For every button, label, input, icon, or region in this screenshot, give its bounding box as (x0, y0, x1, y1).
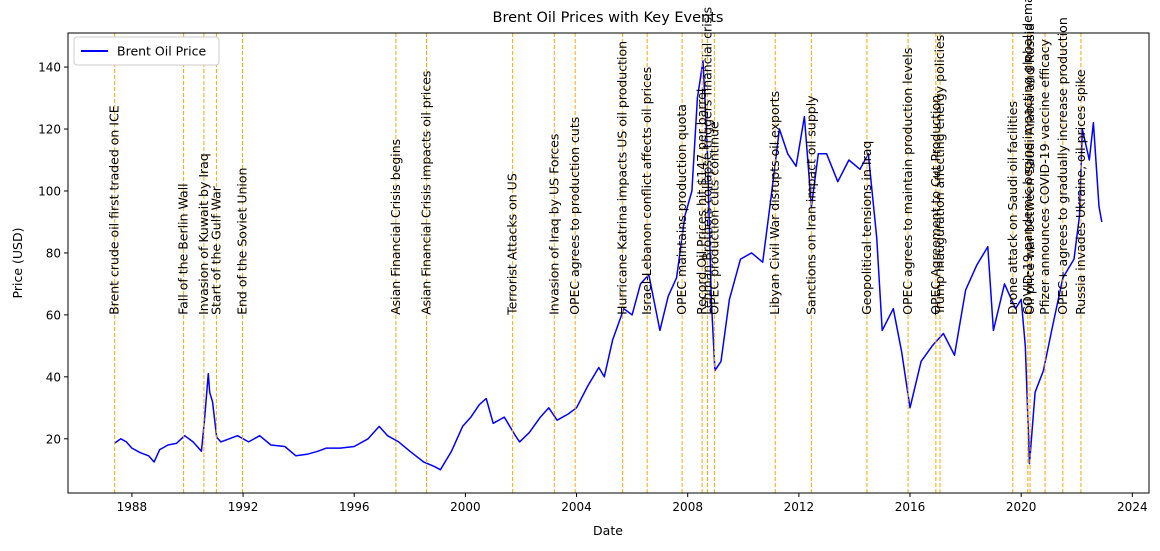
x-tick-label: 2012 (784, 500, 815, 514)
event-label: Israel-Lebanon conflict affects oil pric… (639, 67, 654, 315)
x-tick-label: 2004 (561, 500, 592, 514)
event-label: Hurricane Katrina impacts US oil product… (615, 41, 630, 315)
legend-label: Brent Oil Price (117, 44, 206, 59)
event-label: Fall of the Berlin Wall (176, 183, 191, 315)
event-label: Lehman Brothers collapse triggers financ… (699, 7, 714, 315)
event-label: Sanctions on Iran impact oil supply (803, 95, 818, 315)
event-label: Invasion of Kuwait by Iraq (196, 153, 211, 315)
event-label: OPEC production cuts continue (706, 121, 721, 315)
y-tick-label: 100 (38, 184, 61, 198)
chart-title: Brent Oil Prices with Key Events (493, 10, 724, 26)
event-label: Invasion of Iraq by US Forces (546, 134, 561, 315)
x-tick-label: 2016 (895, 500, 926, 514)
x-tick-label: 1988 (117, 500, 148, 514)
y-axis-label: Price (USD) (10, 228, 25, 299)
y-tick-label: 140 (38, 61, 61, 75)
event-label: Libyan Civil War disrupts oil exports (767, 91, 782, 315)
event-label: Geopolitical tensions in Iraq (859, 141, 874, 315)
event-label: OPEC Agreement to Cut Production (928, 95, 943, 315)
y-tick-label: 60 (46, 308, 61, 322)
event-label: COVID-19 pandemic begins impacting globa… (1020, 0, 1035, 315)
x-tick-label: 1992 (228, 500, 259, 514)
event-label: Asian Financial Crisis begins (388, 139, 403, 315)
event-label: OPEC maintains production quota (674, 104, 689, 315)
y-axis-ticks: 20 40 60 80 100 120 140 (38, 61, 68, 446)
event-label: Russia invades Ukraine, oil prices spike (1073, 69, 1088, 315)
event-label: OPEC agrees to maintain production level… (900, 48, 915, 315)
event-label: Oil price war between Saudi Arabia and R… (1022, 23, 1037, 315)
y-tick-label: 80 (46, 246, 61, 260)
legend-box (73, 36, 220, 66)
event-label: Pfizer announces COVID-19 vaccine effica… (1037, 38, 1052, 314)
event-label: Trump inauguration affecting energy poli… (932, 35, 947, 316)
event-label: Brent crude oil first traded on ICE (107, 105, 122, 315)
x-axis-label: Date (593, 523, 623, 538)
event-label: Drone attack on Saudi oil facilities (1005, 101, 1020, 315)
event-label: Record Oil Prices hit $147 per barrel (694, 89, 709, 315)
event-label: End of the Soviet Union (235, 168, 250, 315)
y-tick-label: 40 (46, 370, 61, 384)
legend: Brent Oil Price (73, 36, 220, 66)
x-tick-label: 2020 (1006, 500, 1037, 514)
axes-frame (67, 32, 1150, 494)
event-label: Start of the Gulf War (208, 185, 223, 315)
plot-area: Brent crude oil first traded on ICE Fall … (107, 0, 1103, 493)
x-tick-label: 2000 (450, 500, 481, 514)
event-label: Asian Financial Crisis impacts oil price… (419, 71, 434, 315)
x-tick-label: 1996 (339, 500, 370, 514)
event-label: Terrorist Attacks on US (505, 173, 520, 316)
event-label: OPEC+ agrees to gradually increase produ… (1055, 17, 1070, 315)
price-series-line-0 (114, 60, 1103, 471)
x-axis-ticks: 1988 1992 1996 2000 2004 2008 2012 2016 2020 2024 (117, 493, 1148, 514)
x-tick-label: 2024 (1117, 500, 1148, 514)
y-tick-label: 120 (38, 123, 61, 137)
event-label: OPEC agrees to production cuts (567, 117, 582, 315)
x-tick-label: 2008 (672, 500, 703, 514)
y-tick-label: 20 (46, 432, 61, 446)
